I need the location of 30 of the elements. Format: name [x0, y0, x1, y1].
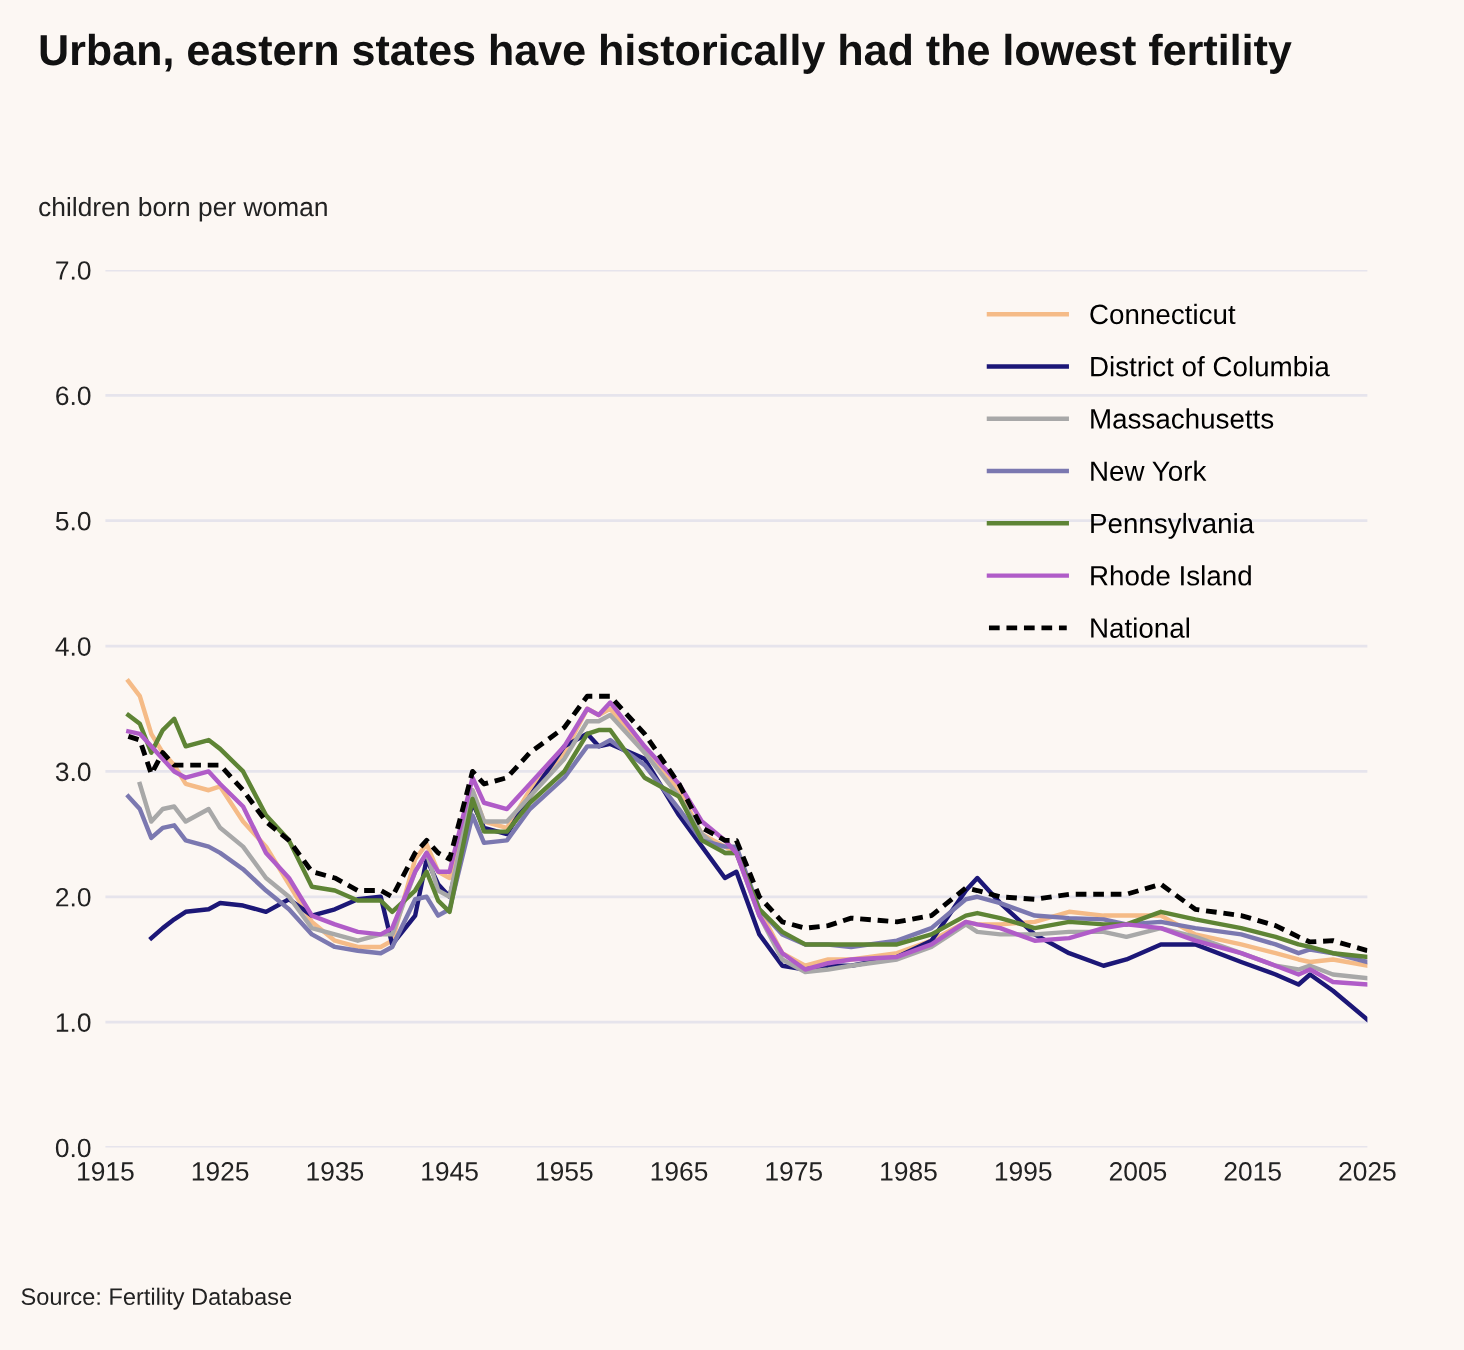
legend-label: National	[1091, 617, 1190, 638]
x-tick-label: 1975	[766, 1162, 822, 1181]
x-tick-label: 2005	[1109, 1162, 1167, 1181]
y-tick-label: 2.0	[56, 887, 91, 907]
legend-label: Connecticut	[1090, 303, 1236, 325]
y-tick-label: 5.0	[55, 511, 91, 531]
x-tick-label: 1935	[307, 1162, 364, 1181]
y-tick-label: 3.0	[55, 762, 91, 782]
x-tick-label: 1925	[192, 1162, 249, 1181]
legend-label: New York	[1091, 460, 1207, 482]
y-tick-label: 1.0	[56, 1013, 91, 1032]
x-tick-label: 2025	[1339, 1162, 1396, 1181]
y-tick-label: 7.0	[56, 261, 91, 280]
x-tick-label: 1985	[881, 1162, 937, 1181]
x-tick-label: 1915	[78, 1162, 134, 1181]
x-tick-label: 1955	[536, 1162, 593, 1181]
legend-label: Massachusetts	[1091, 408, 1274, 429]
x-tick-label: 2015	[1224, 1162, 1281, 1181]
y-tick-label: 6.0	[56, 386, 91, 406]
x-tick-label: 1995	[995, 1162, 1052, 1181]
legend-label: Pennsylvania	[1091, 512, 1255, 539]
x-tick-label: 1965	[651, 1162, 708, 1181]
y-tick-label: 4.0	[55, 637, 91, 656]
legend-label: Rhode Island	[1091, 565, 1251, 586]
source-note: Source: Fertility Database	[21, 1287, 292, 1310]
legend-label: District of Columbia	[1091, 356, 1330, 377]
y-tick-label: 0.0	[55, 1138, 91, 1158]
chart-title: Urban, eastern states have historically had the lowest fertility	[40, 33, 1292, 74]
y-axis-title: children born per woman	[39, 196, 327, 222]
x-tick-label: 1945	[422, 1162, 478, 1181]
